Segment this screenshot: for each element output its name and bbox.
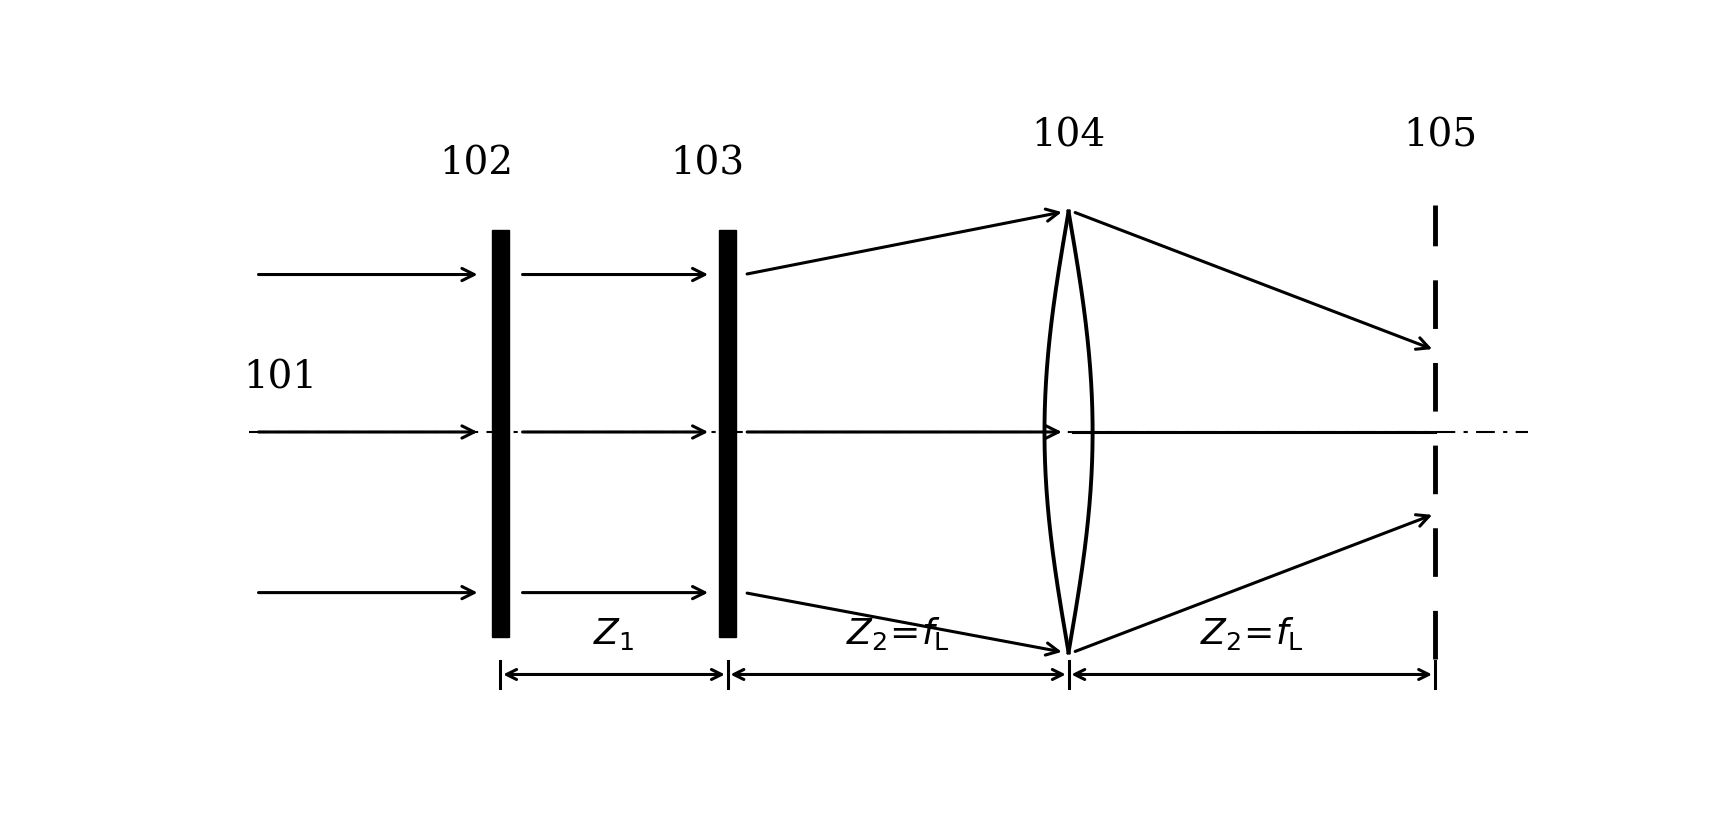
Text: 103: 103 [671,146,745,182]
Text: 104: 104 [1032,118,1106,155]
Text: 105: 105 [1402,118,1477,155]
Text: $Z_2\!=\!f_{\mathrm{L}}$: $Z_2\!=\!f_{\mathrm{L}}$ [847,615,950,652]
Text: $Z_1$: $Z_1$ [593,615,635,652]
Text: $Z_2\!=\!f_{\mathrm{L}}$: $Z_2\!=\!f_{\mathrm{L}}$ [1201,615,1304,652]
Bar [719,231,737,636]
Text: 102: 102 [440,146,514,182]
Bar [492,231,509,636]
Text: 101: 101 [243,360,317,397]
